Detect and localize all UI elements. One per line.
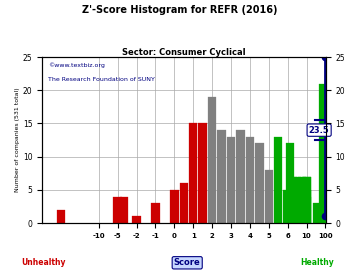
Bar: [255, 143, 264, 223]
Text: Z'-Score Histogram for REFR (2016): Z'-Score Histogram for REFR (2016): [82, 5, 278, 15]
Bar: [283, 190, 292, 223]
Bar: [227, 137, 235, 223]
Bar: [288, 177, 297, 223]
Text: 23.5: 23.5: [309, 126, 329, 135]
Bar: [293, 177, 301, 223]
Bar: [246, 137, 254, 223]
Bar: [295, 197, 304, 223]
Bar: [113, 197, 122, 223]
Bar: [274, 137, 283, 223]
Bar: [132, 217, 141, 223]
Bar: [120, 197, 128, 223]
Bar: [302, 177, 311, 223]
Text: The Research Foundation of SUNY: The Research Foundation of SUNY: [48, 77, 155, 82]
Y-axis label: Number of companies (531 total): Number of companies (531 total): [15, 88, 20, 193]
Bar: [319, 84, 328, 223]
Text: ©www.textbiz.org: ©www.textbiz.org: [48, 62, 105, 68]
Bar: [208, 97, 216, 223]
Text: Score: Score: [174, 258, 201, 267]
Bar: [286, 143, 294, 223]
Bar: [302, 190, 311, 223]
Text: Unhealthy: Unhealthy: [21, 258, 66, 267]
Bar: [217, 130, 226, 223]
Title: Sector: Consumer Cyclical: Sector: Consumer Cyclical: [122, 48, 246, 57]
Bar: [300, 190, 309, 223]
Bar: [57, 210, 65, 223]
Bar: [321, 150, 330, 223]
Bar: [180, 183, 188, 223]
Bar: [313, 203, 321, 223]
Bar: [265, 170, 273, 223]
Bar: [298, 177, 306, 223]
Text: Healthy: Healthy: [300, 258, 334, 267]
Bar: [236, 130, 245, 223]
Bar: [291, 183, 299, 223]
Bar: [170, 190, 179, 223]
Bar: [189, 123, 198, 223]
Bar: [151, 203, 160, 223]
Bar: [198, 123, 207, 223]
Bar: [302, 197, 311, 223]
Bar: [303, 177, 311, 223]
